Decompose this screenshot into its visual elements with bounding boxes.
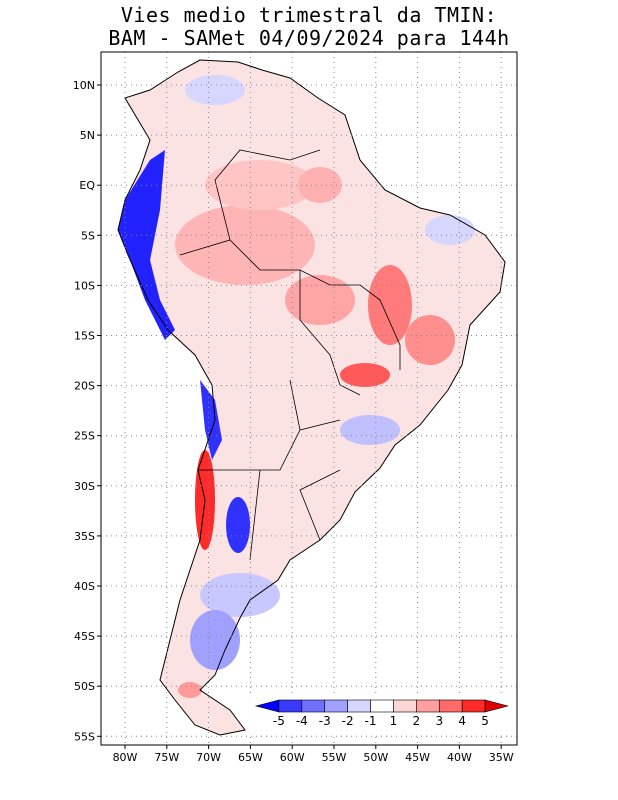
map-title-line1: Vies medio trimestral da TMIN: (120, 3, 498, 27)
lat-label: 40S (74, 580, 95, 593)
lon-label: 50W (363, 751, 388, 764)
lon-label: 65W (238, 751, 263, 764)
lat-label: 50S (74, 680, 95, 693)
lat-label: 25S (74, 430, 95, 443)
lon-label: 75W (154, 751, 179, 764)
map-title-line2: BAM - SAMet 04/09/2024 para 144h (108, 26, 510, 50)
colorbar-label: 2 (413, 714, 421, 728)
country-borders (179, 149, 401, 561)
longitude-labels: 80W 75W 70W 65W 60W 55W 50W 45W 40W 35W (113, 745, 514, 764)
continent-landmass (118, 60, 505, 735)
lat-label: 30S (74, 480, 95, 493)
lat-label: 10N (73, 79, 95, 92)
colorbar-label: 5 (481, 714, 489, 728)
colorbar-swatch (324, 699, 348, 713)
colorbar-swatch (393, 699, 417, 713)
warm-bias-patagonia (178, 682, 202, 698)
lat-label: 10S (74, 279, 95, 292)
colorbar-label: 4 (458, 714, 466, 728)
lon-label: 35W (489, 751, 514, 764)
lat-label: 5S (81, 229, 95, 242)
colorbar-swatch (278, 699, 303, 713)
warm-bias-guiana (298, 167, 342, 203)
colorbar-label: 1 (390, 714, 398, 728)
warm-bias-central (368, 265, 412, 345)
lat-label: 20S (74, 380, 95, 393)
colorbar-swatch (370, 699, 394, 713)
colorbar-swatch (347, 699, 371, 713)
warm-bias-southeast (340, 363, 390, 387)
colorbar-label: -1 (365, 714, 377, 728)
lon-label: 80W (113, 751, 138, 764)
colorbar-label: 3 (435, 714, 443, 728)
cold-bias-patagonia (190, 610, 240, 670)
colorbar-label: -4 (296, 714, 308, 728)
cold-bias-atacama (200, 380, 222, 460)
colorbar-label: -2 (342, 714, 354, 728)
colorbar-swatch (438, 699, 463, 713)
lat-label: 35S (74, 530, 95, 543)
colorbar-swatch (484, 699, 510, 713)
lat-label: 5N (80, 129, 95, 142)
cold-bias-northeast (425, 215, 475, 245)
cold-bias-argentina (226, 497, 250, 553)
lat-label: 45S (74, 630, 95, 643)
warm-bias-amazon (175, 205, 315, 285)
colorbar-label: -5 (273, 714, 285, 728)
map-frame (100, 51, 518, 746)
lon-label: 60W (280, 751, 305, 764)
map-fields (117, 59, 506, 736)
lon-label: 45W (405, 751, 430, 764)
colorbar-swatch (416, 699, 440, 713)
lat-label: EQ (79, 179, 95, 192)
lon-label: 55W (322, 751, 347, 764)
lat-label: 55S (74, 730, 95, 743)
colorbar-swatch (301, 699, 326, 713)
warm-bias-mato-grosso (285, 275, 355, 325)
cold-bias-andes-west (118, 150, 175, 340)
latitude-labels: 10N 5N EQ 5S 10S 15S 20S 25S 30S 35S 40S 45S 50S 55S (73, 79, 101, 743)
warm-bias-north (205, 160, 315, 210)
grid-lines (101, 52, 517, 745)
lat-label: 15S (74, 330, 95, 343)
lon-label: 70W (196, 751, 221, 764)
cold-bias-parana (340, 415, 400, 445)
cold-bias-south (200, 573, 280, 617)
colorbar: -5 -4 -3 -2 -1 1 2 3 4 5 (250, 694, 514, 734)
colorbar-swatch (461, 699, 486, 713)
continent-coastline (117, 59, 506, 736)
warm-bias-east (405, 315, 455, 365)
colorbar-label: -3 (319, 714, 331, 728)
cold-bias-caribbean (185, 75, 245, 105)
lon-label: 40W (447, 751, 472, 764)
